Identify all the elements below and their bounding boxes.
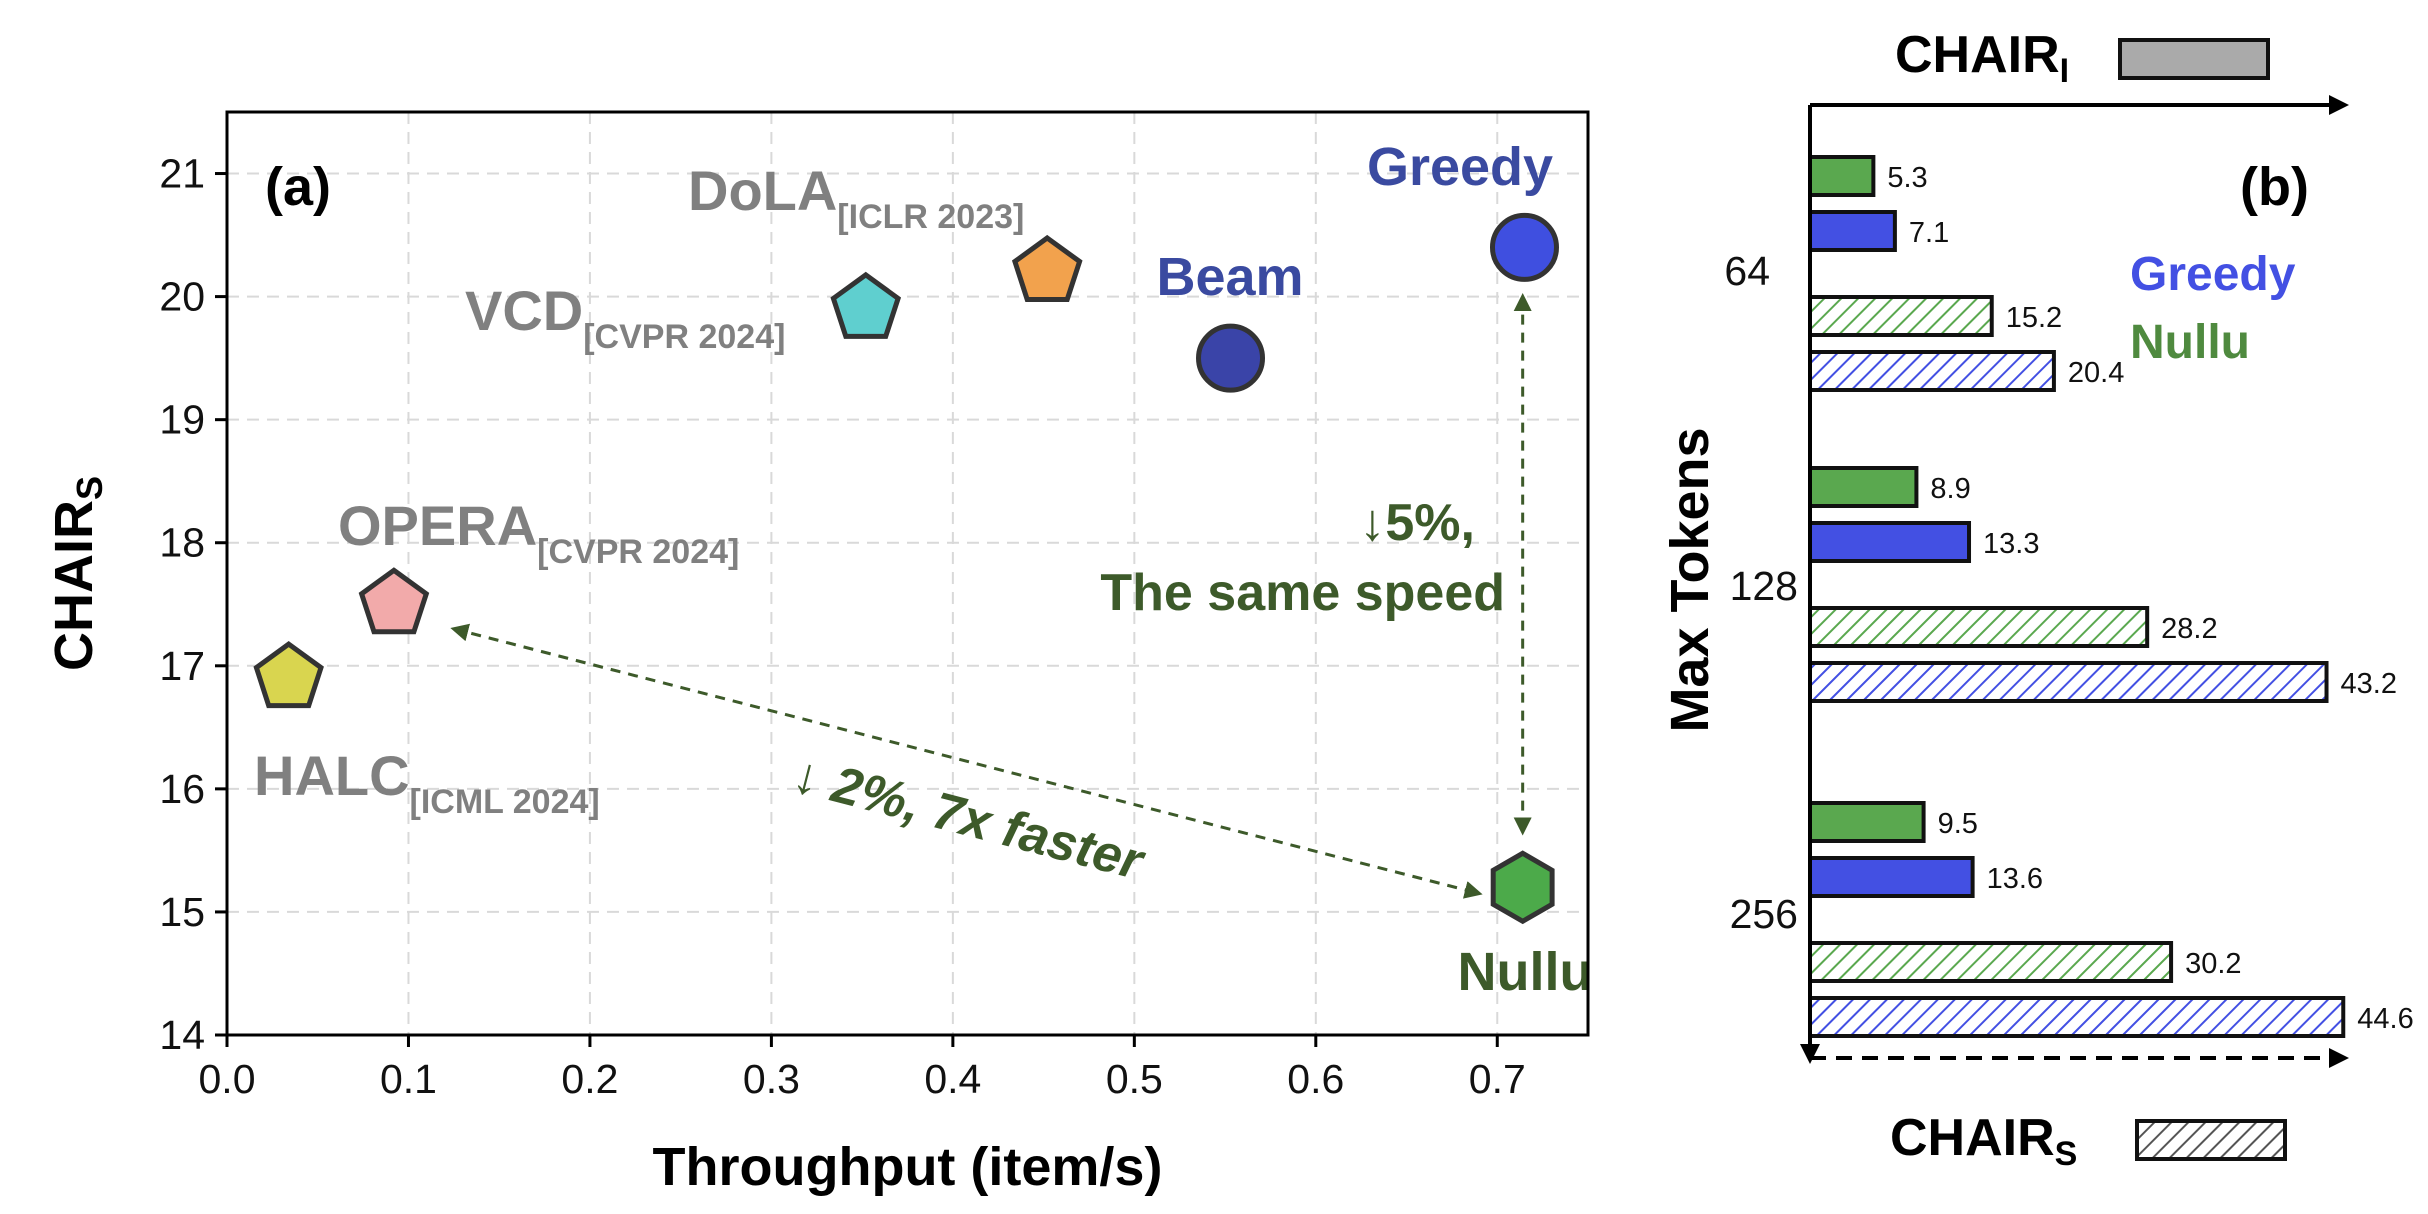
- bar-value-label: 8.9: [1930, 473, 1970, 505]
- label-beam: Beam: [1156, 247, 1303, 307]
- legend-greedy: Greedy: [2130, 248, 2296, 301]
- label-vcd: VCD[CVPR 2024]: [465, 279, 785, 356]
- bar-greedy-chair_s-128: [1808, 661, 2329, 703]
- point-vcd: [830, 271, 902, 339]
- bar-greedy-chair_i-64: [1808, 210, 1897, 252]
- label-greedy: Greedy: [1367, 137, 1553, 197]
- annotations: ↓5%, The same speed ↓ 2%, 7x faster: [450, 293, 1532, 899]
- x-tick-label: 0.0: [199, 1056, 256, 1102]
- x-tick-label: 0.4: [924, 1056, 981, 1102]
- label-nullu: Nullu: [1458, 942, 1593, 1002]
- bar-value-label: 44.6: [2357, 1003, 2413, 1035]
- bar-nullu-chair_s-128: [1808, 606, 2150, 648]
- annotation-text-line2: The same speed: [1100, 564, 1505, 622]
- bar-axes: 64 128 256: [1724, 38, 2349, 1161]
- x-tick-label: 0.5: [1106, 1056, 1163, 1102]
- bars: 5.3 7.1 15.220.4 8.9 13.3 28.2 43.2 9.5 13.6 30.2…: [1808, 155, 2414, 1038]
- group-label-128: 128: [1730, 563, 1798, 609]
- bar-value-label: 20.4: [2068, 357, 2124, 389]
- chair-s-swatch: [2135, 1119, 2287, 1161]
- label-halc: HALC[ICML 2024]: [254, 744, 600, 821]
- point-opera: [358, 567, 430, 635]
- bottom-axis-label: CHAIRS: [1890, 1109, 2077, 1173]
- x-tick-label: 0.1: [380, 1056, 437, 1102]
- panel-label-b: (b): [2240, 157, 2309, 217]
- point-halc: [253, 641, 324, 709]
- point-nullu: [1490, 850, 1555, 925]
- legend-nullu: Nullu: [2130, 316, 2250, 369]
- bar-nullu-chair_i-128: [1808, 466, 1919, 508]
- y-tick-label: 19: [159, 397, 205, 443]
- label-opera: OPERA[CVPR 2024]: [338, 494, 739, 571]
- y-tick-label: 14: [159, 1012, 205, 1058]
- group-axis-title: Max Tokens: [1660, 427, 1720, 732]
- x-axis-title: Throughput (item/s): [653, 1137, 1163, 1197]
- scatter-points: [253, 212, 1559, 925]
- point-beam: [1196, 323, 1266, 393]
- bar-value-label: 28.2: [2161, 613, 2217, 645]
- scatter-panel: ↓5%, The same speed ↓ 2%, 7x faster Greedy…: [44, 110, 1592, 1197]
- y-axis-title: CHAIRS: [44, 476, 110, 671]
- x-tick-label: 0.3: [743, 1056, 800, 1102]
- point-greedy: [1489, 212, 1559, 282]
- bar-value-label: 13.6: [1987, 863, 2043, 895]
- x-tick-label: 0.2: [561, 1056, 618, 1102]
- bar-greedy-chair_i-128: [1808, 521, 1972, 563]
- annotation-text-line1: ↓5%,: [1359, 494, 1475, 552]
- plot-frame: [225, 110, 1590, 1037]
- annotation-text-diagonal: ↓ 2%, 7x faster: [787, 745, 1151, 891]
- legend: Greedy Nullu: [2130, 248, 2296, 369]
- group-label-64: 64: [1724, 248, 1770, 294]
- bar-panel: 5.3 7.1 15.220.4 8.9 13.3 28.2 43.2 9.5 13.6 30.2…: [1660, 26, 2414, 1173]
- chair-i-swatch: [2118, 38, 2270, 80]
- panel-label-a: (a): [265, 157, 331, 217]
- bar-value-label: 30.2: [2185, 948, 2241, 980]
- point-labels: Greedy Beam DoLA[ICLR 2023] VCD[CVPR 2024] O…: [254, 137, 1592, 1002]
- x-tick-label: 0.6: [1287, 1056, 1344, 1102]
- y-tick-label: 21: [159, 151, 205, 197]
- bar-greedy-chair_i-256: [1808, 856, 1975, 898]
- bar-nullu-chair_i-64: [1808, 155, 1876, 197]
- bar-value-label: 7.1: [1909, 217, 1949, 249]
- bar-nullu-chair_s-256: [1808, 941, 2174, 983]
- bar-greedy-chair_s-256: [1808, 996, 2346, 1038]
- bar-value-label: 5.3: [1887, 162, 1927, 194]
- bar-nullu-chair_s-64: [1808, 295, 1994, 337]
- y-tick-label: 18: [159, 520, 205, 566]
- y-tick-label: 15: [159, 889, 205, 935]
- bar-value-label: 9.5: [1938, 808, 1978, 840]
- point-dola: [1011, 234, 1083, 302]
- y-tick-label: 16: [159, 766, 205, 812]
- bar-value-label: 43.2: [2341, 668, 2397, 700]
- group-label-256: 256: [1730, 891, 1798, 937]
- bar-value-label: 13.3: [1983, 528, 2039, 560]
- y-tick-label: 17: [159, 643, 205, 689]
- top-axis-label: CHAIRI: [1895, 26, 2069, 90]
- bar-greedy-chair_s-64: [1808, 350, 2056, 392]
- bar-nullu-chair_i-256: [1808, 801, 1926, 843]
- label-dola: DoLA[ICLR 2023]: [688, 159, 1024, 236]
- axis-ticks: 0.0 0.1 0.2 0.3 0.4 0.5 0.6 0.7 14 15 16 17 18 19 20 21: [159, 151, 1525, 1102]
- diagonal-arrow: [450, 623, 1483, 899]
- y-tick-label: 20: [159, 274, 205, 320]
- bar-value-label: 15.2: [2006, 302, 2062, 334]
- x-tick-label: 0.7: [1469, 1056, 1526, 1102]
